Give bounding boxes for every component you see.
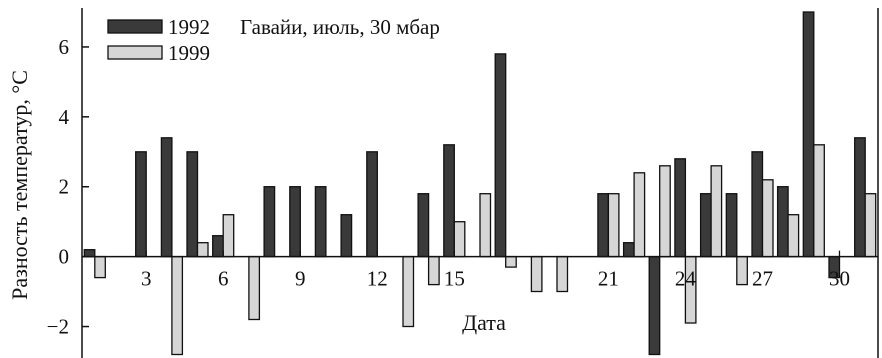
bar-1999-day-21	[607, 193, 620, 258]
bar-1992-day-24	[674, 158, 687, 258]
y-tick-label: −2	[47, 315, 69, 339]
y-tick-label: 2	[59, 175, 70, 199]
y-tick-label: 4	[59, 105, 70, 129]
bar-1992-day-4	[160, 137, 173, 258]
bar-1992-day-25	[699, 193, 712, 258]
y-ticks: −2 0 2 4 6	[47, 35, 89, 339]
y-axis-title: Разность температур, °C	[7, 70, 32, 300]
bar-1992-day-27	[751, 151, 764, 258]
bar-1999-day-22	[633, 172, 646, 258]
bar-1992-day-15	[443, 144, 455, 258]
x-tick-label: 30	[829, 267, 850, 291]
bar-1992-day-28	[776, 186, 789, 258]
bar-1999-day-13	[402, 255, 415, 328]
bar-1999-day-5	[196, 242, 209, 258]
bar-1992-day-29	[802, 11, 815, 258]
x-axis-title: Дата	[462, 310, 506, 335]
bar-1999-day-16	[479, 193, 492, 258]
x-tick-label: 12	[367, 267, 388, 291]
x-tick-label: 6	[218, 267, 229, 291]
bar-1999-day-26	[736, 255, 748, 286]
bar-1999-day-17	[505, 255, 517, 268]
bar-1992-day-31	[854, 137, 866, 258]
bar-1999-day-14	[427, 255, 440, 286]
bar-1999-day-1	[94, 255, 106, 279]
bar-1999-day-6	[222, 214, 235, 258]
chart-annotation: Гавайи, июль, 30 мбар	[240, 15, 440, 39]
bar-1992-day-11	[340, 214, 353, 258]
bar-1999-day-23	[659, 165, 671, 258]
bar-1992-day-3	[135, 151, 147, 258]
bar-1999-day-27	[761, 179, 774, 258]
bar-1999-day-25	[710, 165, 723, 258]
x-tick-label: 21	[598, 267, 619, 291]
bar-1992-day-10	[314, 186, 327, 258]
bar-1992-day-17	[494, 53, 507, 258]
bar-1992-day-9	[289, 186, 301, 258]
bar-1992-day-22	[622, 242, 635, 258]
x-tick-label: 15	[444, 267, 465, 291]
bar-1992-day-8	[263, 186, 276, 258]
legend-label-1992: 1992	[168, 15, 210, 39]
legend: 1992 1999	[107, 15, 210, 65]
bar-1999-day-7	[248, 255, 261, 321]
axes-layer	[81, 8, 879, 358]
bar-1992-day-23	[648, 255, 661, 356]
legend-swatch-1999	[107, 45, 163, 60]
y-tick-label: 0	[59, 245, 70, 269]
bar-1992-day-14	[417, 193, 430, 258]
bar-1999-day-18	[530, 255, 543, 293]
x-tick-label: 27	[752, 267, 773, 291]
y-tick-label: 6	[59, 35, 70, 59]
bar-1999-day-19	[556, 255, 569, 293]
bar-1992-day-5	[186, 151, 199, 258]
bar-1992-day-26	[725, 193, 738, 258]
legend-swatch-1992	[107, 19, 163, 34]
x-tick-label: 3	[141, 267, 152, 291]
x-tick-label: 9	[295, 267, 306, 291]
bar-1999-day-31	[864, 193, 877, 258]
bar-1999-day-4	[171, 255, 184, 356]
bar-1992-day-21	[597, 193, 610, 258]
bar-1999-day-29	[813, 144, 825, 258]
x-tick-label: 24	[675, 267, 697, 291]
legend-label-1999: 1999	[168, 41, 210, 65]
bar-1992-day-6	[212, 235, 224, 258]
bars-layer	[83, 11, 877, 356]
x-ticks: 3 6 9 12 15 21 24 27 30	[141, 250, 850, 291]
bar-1992-day-12	[366, 151, 378, 258]
bar-1999-day-15	[453, 221, 466, 258]
bar-1992-day-1	[83, 249, 96, 258]
bar-1999-day-28	[787, 214, 800, 258]
